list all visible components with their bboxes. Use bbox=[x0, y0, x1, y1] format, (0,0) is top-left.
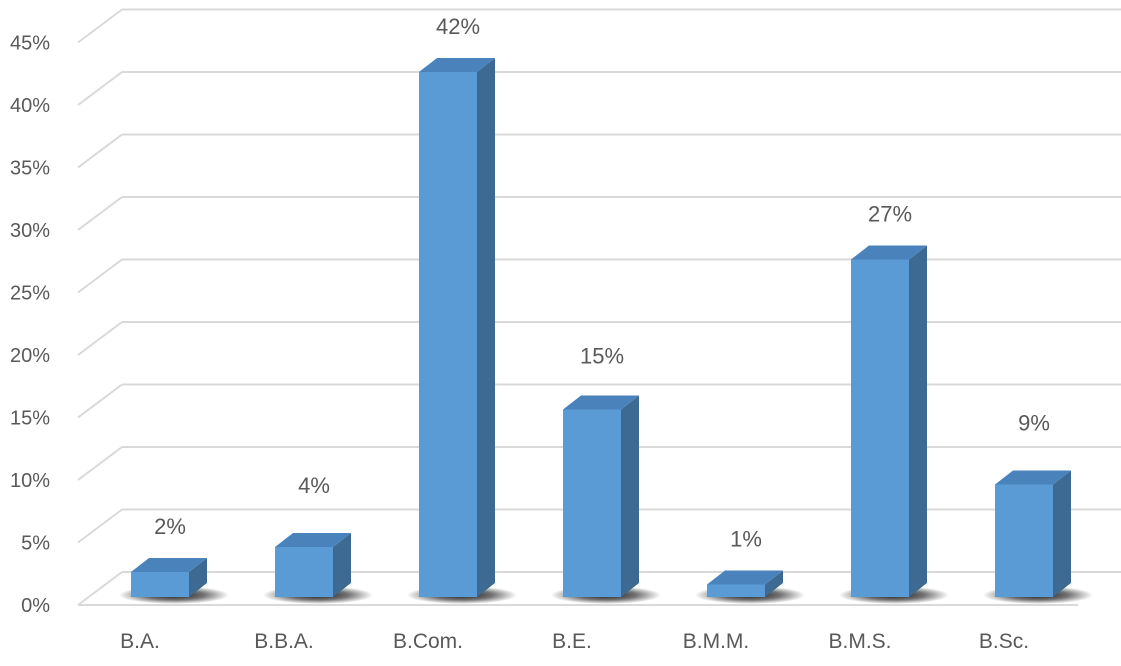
bar bbox=[851, 245, 927, 597]
bar-top-face bbox=[995, 470, 1071, 485]
y-tick-label: 10% bbox=[10, 470, 50, 492]
bar-side-face bbox=[765, 570, 783, 597]
bar bbox=[275, 533, 351, 597]
bar-side-face bbox=[189, 558, 207, 597]
y-tick-label: 15% bbox=[10, 408, 50, 430]
bar-top-face bbox=[851, 245, 927, 260]
bar-top-face bbox=[419, 58, 495, 72]
gridline-side bbox=[77, 446, 123, 481]
bar bbox=[707, 570, 783, 597]
bar-top-face bbox=[563, 395, 639, 410]
data-label: 1% bbox=[730, 527, 762, 552]
gridline-side bbox=[77, 321, 123, 356]
data-labels: 2% 4% 42% 15% 1% 27% 9% bbox=[154, 14, 1050, 552]
y-tick-label: 45% bbox=[10, 33, 50, 55]
y-tick-label: 30% bbox=[10, 220, 50, 242]
bar bbox=[995, 470, 1071, 597]
bar-front-face bbox=[995, 484, 1053, 597]
gridline-side bbox=[77, 508, 123, 544]
bar-front-face bbox=[275, 547, 333, 597]
y-tick-label: 0% bbox=[21, 595, 50, 617]
data-label: 4% bbox=[298, 473, 330, 498]
bar-front-face bbox=[707, 584, 765, 597]
y-tick-label: 40% bbox=[10, 95, 50, 117]
bar bbox=[563, 395, 639, 597]
data-label: 15% bbox=[580, 344, 624, 369]
bar-top-face bbox=[131, 558, 207, 572]
x-tick-label: B.Com. bbox=[393, 630, 463, 653]
bar-front-face bbox=[563, 409, 621, 597]
gridline-side bbox=[77, 383, 123, 419]
data-label: 27% bbox=[868, 202, 912, 227]
y-tick-label: 20% bbox=[10, 345, 50, 367]
floor-side-edge bbox=[77, 571, 123, 606]
x-tick-label: B.B.A. bbox=[254, 630, 314, 653]
x-tick-label: B.E. bbox=[552, 630, 592, 653]
gridline-side bbox=[77, 196, 123, 231]
y-tick-label: 5% bbox=[21, 533, 50, 555]
bar-front-face bbox=[419, 72, 477, 597]
bar-front-face bbox=[851, 259, 909, 597]
bar bbox=[131, 558, 207, 597]
bar-front-face bbox=[131, 572, 189, 597]
bar-side-face bbox=[621, 395, 639, 597]
bar-side-face bbox=[909, 245, 927, 597]
y-tick-label: 35% bbox=[10, 158, 50, 180]
bar-top-face bbox=[707, 570, 783, 585]
x-tick-label: B.A. bbox=[120, 630, 160, 653]
bar bbox=[419, 58, 495, 597]
y-tick-label: 25% bbox=[10, 283, 50, 305]
x-tick-label: B.M.M. bbox=[683, 630, 750, 653]
gridline-side bbox=[77, 71, 123, 106]
x-tick-label: B.M.S. bbox=[828, 630, 891, 653]
bar-side-face bbox=[477, 58, 495, 597]
data-label: 9% bbox=[1018, 411, 1050, 436]
data-label: 42% bbox=[436, 14, 480, 39]
gridline-side bbox=[77, 8, 123, 44]
gridline-side bbox=[77, 258, 123, 294]
gridline-side bbox=[77, 133, 123, 169]
bar-side-face bbox=[1053, 470, 1071, 597]
x-axis-category-labels: B.A. B.B.A. B.Com. B.E. B.M.M. B.M.S. B.Sc. bbox=[120, 630, 1029, 653]
bars bbox=[131, 58, 1071, 597]
bar-top-face bbox=[275, 533, 351, 547]
bar-side-face bbox=[333, 533, 351, 597]
y-axis-tick-labels: 0% 5% 10% 15% 20% 25% 30% 35% 40% 45% bbox=[10, 33, 50, 618]
x-tick-label: B.Sc. bbox=[979, 630, 1029, 653]
data-label: 2% bbox=[154, 514, 186, 539]
